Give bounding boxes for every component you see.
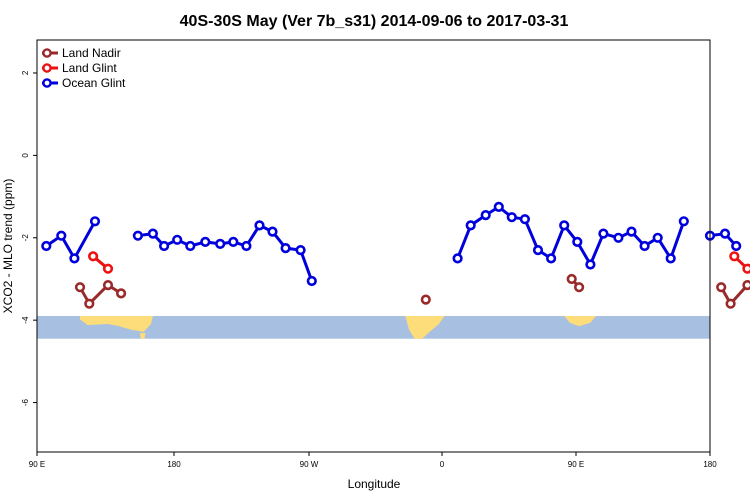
data-point <box>678 216 689 227</box>
data-point <box>652 232 663 243</box>
data-point <box>598 228 609 239</box>
chart-title: 40S-30S May (Ver 7b_s31) 2014-09-06 to 2… <box>180 13 569 30</box>
y-axis-label: XCO2 - MLO trend (ppm) <box>1 179 15 314</box>
data-point <box>102 263 114 274</box>
series-line <box>456 205 686 266</box>
y-tick-label: 0 <box>21 153 30 158</box>
data-point <box>84 298 95 309</box>
legend-swatch-marker <box>42 48 52 58</box>
data-point <box>69 253 80 264</box>
x-tick-label: 90 E <box>568 460 584 469</box>
data-point <box>716 282 727 293</box>
data-point <box>519 214 531 225</box>
data-point <box>465 220 476 231</box>
data-point <box>532 245 544 256</box>
data-point <box>280 243 291 254</box>
land-australia <box>80 316 153 332</box>
data-point <box>115 288 127 299</box>
plot-frame <box>36 39 711 453</box>
series-ocean-glint <box>41 201 742 287</box>
data-point <box>626 226 637 237</box>
data-point <box>719 228 731 239</box>
data-point <box>480 210 491 221</box>
x-tick-label: 90 W <box>300 460 319 469</box>
data-point <box>742 280 750 291</box>
data-point <box>295 245 306 256</box>
data-point <box>665 253 676 264</box>
x-tick-label: 0 <box>440 460 445 469</box>
data-point <box>545 253 557 264</box>
data-point <box>41 240 52 252</box>
data-point <box>306 275 317 287</box>
data-point <box>102 280 114 291</box>
data-point <box>452 253 463 264</box>
x-tick-label: 90 E <box>29 460 45 469</box>
data-point <box>573 282 585 293</box>
series-land-nadir <box>74 273 750 309</box>
data-point <box>729 251 740 262</box>
data-point <box>87 251 99 262</box>
legend-swatch-marker <box>42 78 52 88</box>
data-point <box>493 201 504 212</box>
data-point <box>200 236 211 247</box>
data-point <box>267 226 278 237</box>
y-tick-label: -4 <box>21 316 30 324</box>
data-point <box>725 298 736 309</box>
y-tick-label: 2 <box>21 70 30 75</box>
data-point <box>559 220 570 231</box>
data-point <box>172 234 183 245</box>
y-tick-label: -6 <box>21 398 30 406</box>
legend-item: Land Glint <box>42 61 117 75</box>
series-line <box>137 223 314 282</box>
ocean-band <box>37 316 710 339</box>
data-point <box>241 240 252 252</box>
series-land-glint <box>87 251 750 274</box>
data-point <box>74 282 86 293</box>
data-point <box>566 273 577 285</box>
data-point <box>254 220 265 231</box>
series-line <box>45 220 97 260</box>
data-point <box>159 240 170 252</box>
data-point <box>228 236 239 247</box>
x-tick-label: 180 <box>703 460 717 469</box>
data-point <box>572 236 583 247</box>
x-axis-label: Longitude <box>348 477 401 491</box>
legend-item: Land Nadir <box>42 46 121 60</box>
data-point <box>132 230 143 241</box>
legend-item: Ocean Glint <box>42 76 126 90</box>
data-point <box>639 240 650 252</box>
data-point <box>89 216 101 227</box>
legend-swatch-marker <box>42 63 52 73</box>
series-line <box>78 283 122 306</box>
data-point <box>506 212 517 223</box>
land-africa <box>564 316 596 327</box>
y-axis: 2 0 -2 -4 -6 <box>21 70 37 406</box>
land-south-america <box>405 316 445 339</box>
x-tick-label: 180 <box>167 460 181 469</box>
legend-label: Land Glint <box>62 61 117 75</box>
series-layer <box>41 201 750 309</box>
data-point <box>613 232 624 243</box>
map-strip <box>37 316 710 339</box>
data-point <box>215 238 226 249</box>
data-point <box>56 230 67 241</box>
y-tick-label: -2 <box>21 234 30 242</box>
data-point <box>147 228 158 239</box>
data-point <box>742 263 750 274</box>
series-line <box>719 283 750 306</box>
data-point <box>420 294 431 305</box>
land-tasmania <box>139 333 146 339</box>
x-axis: 90 E 180 90 W 0 90 E 180 <box>29 452 717 469</box>
data-point <box>731 240 742 252</box>
data-point <box>185 240 196 252</box>
data-point <box>585 259 596 270</box>
legend-label: Ocean Glint <box>62 76 126 90</box>
legend-label: Land Nadir <box>62 46 121 60</box>
